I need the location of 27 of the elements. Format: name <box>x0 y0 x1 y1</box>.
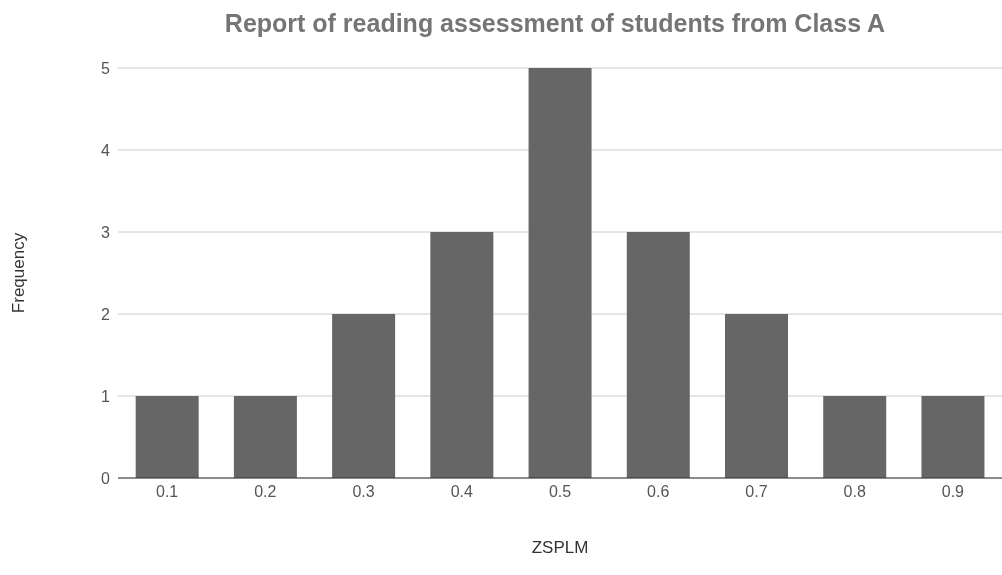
bar <box>430 232 494 478</box>
bar <box>233 396 297 478</box>
x-tick-label: 0.4 <box>450 483 473 501</box>
x-tick-label: 0.7 <box>745 483 768 501</box>
y-tick-label: 5 <box>101 59 111 77</box>
chart-title: Report of reading assessment of students from Class A <box>223 8 887 39</box>
x-tick-label: 0.3 <box>352 483 375 501</box>
y-tick-label: 1 <box>101 387 111 405</box>
x-tick-label: 0.2 <box>254 483 277 501</box>
x-axis-title: ZSPLM <box>531 538 589 557</box>
y-axis-title: Frequency <box>9 232 29 314</box>
bar <box>528 68 592 478</box>
bar <box>725 314 789 478</box>
x-tick-label: 0.9 <box>941 483 965 501</box>
x-tick-label: 0.1 <box>155 483 179 501</box>
y-tick-label: 4 <box>101 141 111 159</box>
x-tick-label: 0.6 <box>647 483 670 501</box>
x-tick-label: 0.5 <box>548 483 572 501</box>
y-tick-label: 2 <box>101 305 111 323</box>
bar <box>823 396 887 478</box>
y-tick-label: 3 <box>101 223 111 241</box>
y-tick-label: 0 <box>101 469 111 487</box>
bar <box>135 396 199 478</box>
bar <box>626 232 690 478</box>
x-tick-label: 0.8 <box>843 483 866 501</box>
bar <box>332 314 396 478</box>
bar <box>921 396 985 478</box>
